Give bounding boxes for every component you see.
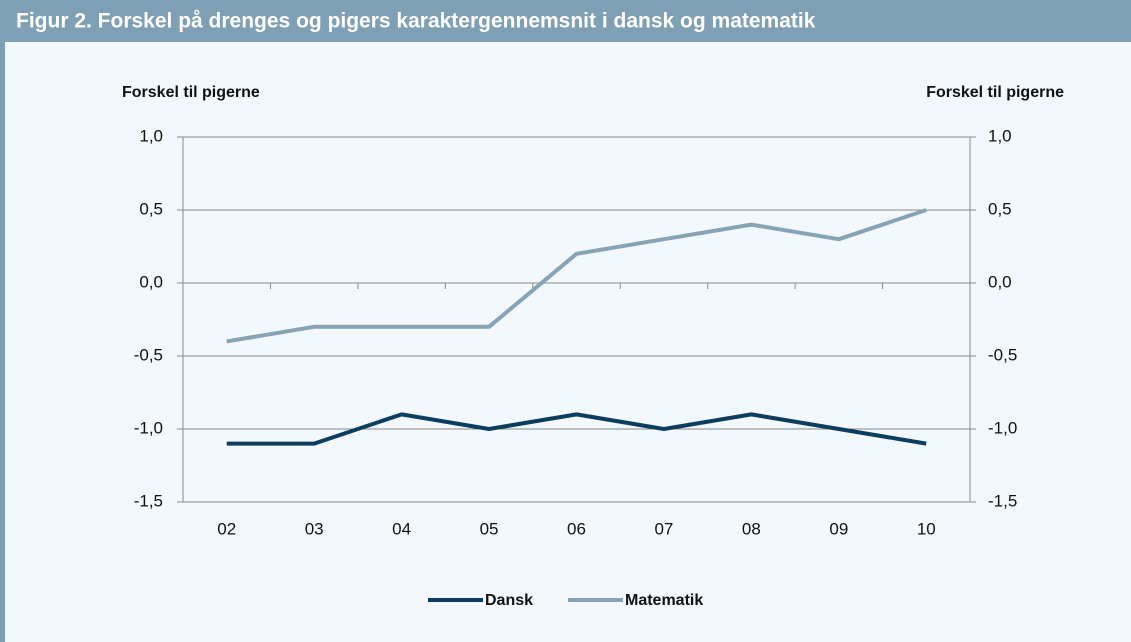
x-tick-label: 05 [480, 519, 499, 538]
header-bar [0, 0, 1131, 42]
y2-tick-label: 0,5 [988, 199, 1012, 218]
y2-tick-label: 1,0 [988, 126, 1012, 145]
x-tick-label: 03 [305, 519, 324, 538]
y-tick-label: -1,5 [134, 491, 163, 510]
y-tick-label: 0,0 [139, 272, 163, 291]
y-tick-label: -1,0 [134, 418, 163, 437]
y-tick-label: 1,0 [139, 126, 163, 145]
y-tick-label: -0,5 [134, 345, 163, 364]
x-tick-label: 09 [829, 519, 848, 538]
x-tick-label: 04 [392, 519, 411, 538]
x-tick-label: 08 [742, 519, 761, 538]
y2-tick-label: -1,0 [988, 418, 1017, 437]
legend-label: Dansk [485, 592, 533, 609]
data-line [226, 208, 927, 344]
y-tick-label: 0,5 [139, 199, 163, 218]
x-tick-label: 06 [567, 519, 586, 538]
legend-label: Matematik [625, 592, 703, 609]
chart-title: Figur 2. Forskel på drenges og pigers ka… [16, 10, 816, 33]
y2-tick-label: -0,5 [988, 345, 1017, 364]
y-axis-label: Forskel til pigerne [122, 84, 260, 101]
y2-tick-label: 0,0 [988, 272, 1012, 291]
left-border [0, 0, 5, 642]
x-tick-label: 10 [917, 519, 936, 538]
x-tick-label: 07 [654, 519, 673, 538]
y2-tick-label: -1,5 [988, 491, 1017, 510]
x-tick-label: 02 [217, 519, 236, 538]
y2-axis-label: Forskel til pigerne [926, 84, 1064, 101]
data-line [226, 412, 927, 446]
